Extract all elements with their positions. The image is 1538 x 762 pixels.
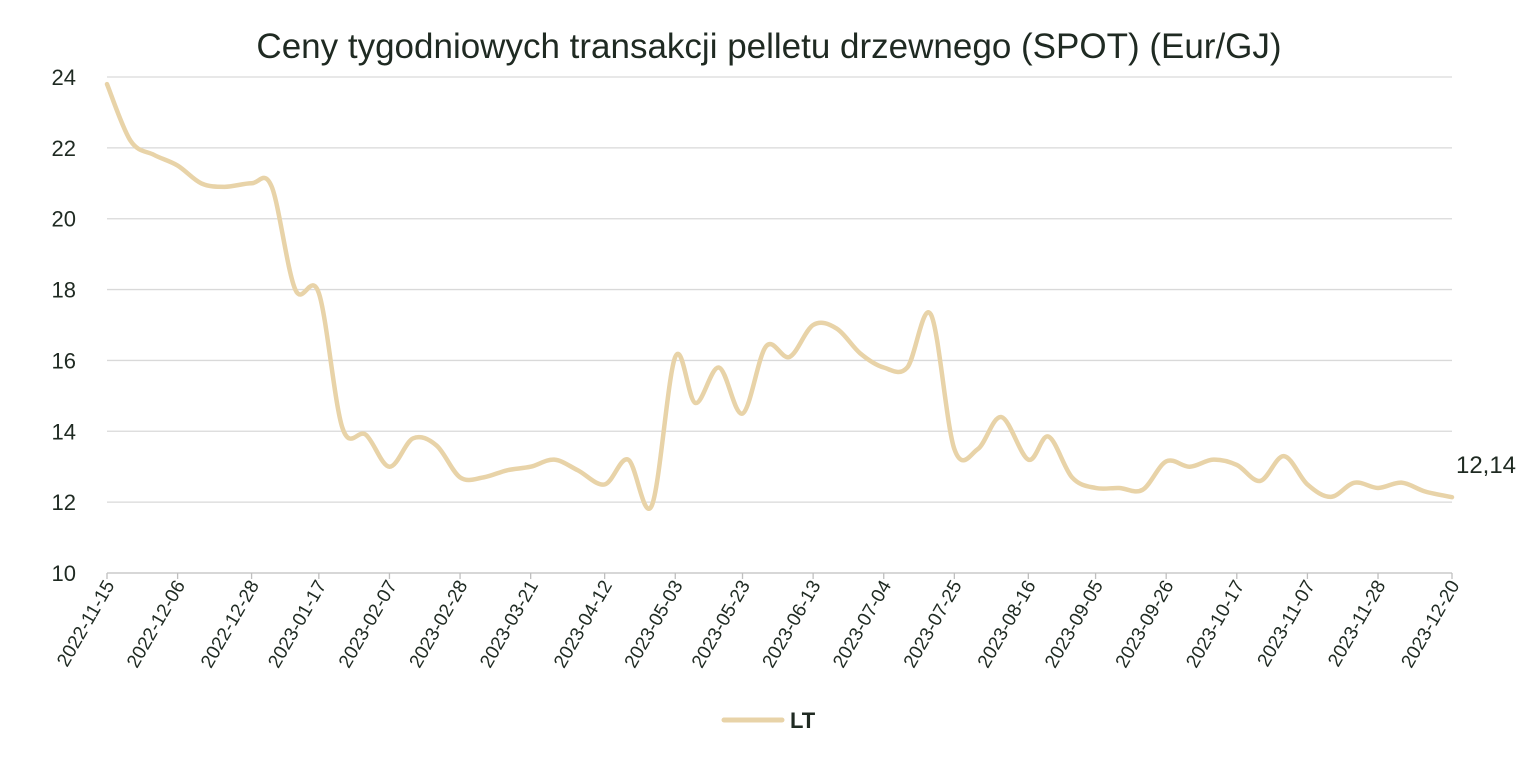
data-point: [788, 355, 792, 359]
data-point: [552, 458, 556, 462]
data-point: [603, 482, 607, 486]
data-point: [693, 401, 697, 405]
data-point: [223, 185, 227, 189]
data-point: [576, 468, 580, 472]
data-point: [1070, 475, 1074, 479]
x-tick-label: 2023-09-05: [1041, 577, 1108, 672]
data-point: [1141, 488, 1145, 492]
y-tick-label: 10: [52, 561, 76, 586]
data-point: [1235, 463, 1239, 467]
data-point: [811, 323, 815, 327]
data-point: [270, 185, 274, 189]
x-tick-label: 2023-02-28: [406, 577, 473, 672]
x-tick-label: 2022-12-06: [123, 577, 190, 672]
data-point: [387, 465, 391, 469]
data-point: [673, 355, 677, 359]
data-point: [1400, 481, 1404, 485]
data-point: [905, 366, 909, 370]
x-tick-label: 2023-03-21: [476, 577, 543, 672]
chart-title: Ceny tygodniowych transakcji pelletu drz…: [256, 27, 1281, 66]
data-point: [364, 433, 368, 437]
data-point: [152, 153, 156, 157]
data-point: [1282, 454, 1286, 458]
data-point: [717, 366, 721, 370]
data-point: [1450, 495, 1454, 499]
data-point: [764, 344, 768, 348]
x-tick-label: 2022-11-15: [53, 577, 119, 670]
data-point: [835, 327, 839, 331]
data-point: [952, 447, 956, 451]
series-line-lt: [104, 81, 1455, 511]
data-point: [411, 436, 415, 440]
data-point: [317, 291, 321, 295]
data-point: [1094, 486, 1098, 490]
x-tick-label: 2023-01-17: [264, 577, 331, 672]
data-point: [1258, 479, 1262, 483]
data-point: [1211, 458, 1215, 462]
data-point: [105, 82, 109, 86]
x-tick-label: 2023-02-07: [335, 577, 402, 672]
series-lines: [104, 81, 1455, 511]
data-point: [999, 415, 1003, 419]
data-point: [176, 164, 180, 168]
legend: LT: [721, 708, 816, 733]
data-point: [1117, 486, 1121, 490]
y-tick-label: 14: [52, 419, 76, 444]
data-point: [1188, 465, 1192, 469]
data-point: [482, 475, 486, 479]
data-point: [529, 465, 533, 469]
x-tick-label: 2023-11-28: [1324, 577, 1390, 670]
data-point: [858, 351, 862, 355]
data-point: [650, 504, 654, 508]
x-tick-label: 2023-05-23: [688, 577, 755, 672]
x-tick-label: 2023-09-26: [1112, 577, 1179, 672]
end-value-label: 12,14: [1456, 452, 1516, 479]
x-tick-label: 2023-07-04: [829, 577, 896, 672]
x-tick-label: 2023-08-16: [974, 577, 1041, 672]
data-point: [340, 426, 344, 430]
x-tick-label: 2023-10-17: [1182, 577, 1249, 672]
x-tick-label: 2023-04-12: [550, 577, 617, 672]
data-point: [458, 475, 462, 479]
data-point: [626, 458, 630, 462]
x-tick-label: 2023-05-03: [621, 577, 688, 672]
data-point: [199, 181, 203, 185]
y-tick-label: 20: [52, 207, 76, 232]
data-point: [1329, 495, 1333, 499]
y-tick-label: 22: [52, 136, 76, 161]
data-point: [1376, 486, 1380, 490]
y-tick-label: 18: [52, 278, 76, 303]
y-tick-label: 24: [52, 65, 76, 90]
y-axis-ticks: 10 12 14 16 18 20 22 24: [52, 65, 76, 586]
data-point: [1047, 435, 1051, 439]
data-point: [250, 181, 254, 185]
x-tick-label: 2023-07-25: [900, 577, 967, 672]
data-point: [435, 443, 439, 447]
data-point: [129, 139, 133, 143]
x-axis-ticks: 2022-11-15 2022-12-06 2022-12-28 2023-01-17…: [53, 573, 1464, 672]
data-point: [976, 447, 980, 451]
data-point: [293, 288, 297, 292]
gridlines: [107, 76, 1452, 574]
data-point: [1305, 482, 1309, 486]
data-point: [741, 412, 745, 416]
x-tick-label: 2023-12-20: [1398, 577, 1465, 672]
data-labels: 12,14: [1456, 452, 1516, 479]
data-point: [929, 312, 933, 316]
legend-label: LT: [790, 708, 816, 733]
data-point: [1026, 458, 1030, 462]
y-tick-label: 16: [52, 348, 76, 373]
x-tick-label: 2022-12-28: [197, 577, 264, 672]
data-point: [882, 366, 886, 370]
data-point: [1352, 481, 1356, 485]
data-point: [1423, 490, 1427, 494]
x-tick-label: 2023-11-07: [1254, 577, 1320, 670]
data-point: [1164, 459, 1168, 463]
data-point: [505, 468, 509, 472]
x-tick-label: 2023-06-13: [759, 577, 826, 672]
y-tick-label: 12: [52, 490, 76, 515]
